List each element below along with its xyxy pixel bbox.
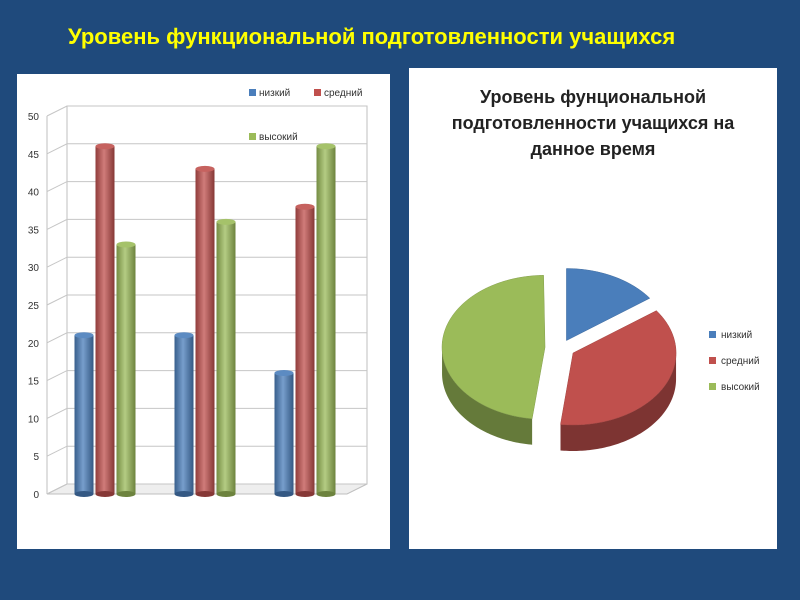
y-tick-label: 50 (28, 112, 40, 123)
bar (216, 218, 236, 497)
pie-chart: низкий средний высокий (441, 268, 760, 451)
legend-item-high: высокий (249, 132, 298, 143)
bar (74, 332, 94, 497)
legend-label: низкий (721, 330, 752, 341)
bar (116, 241, 136, 497)
y-tick-label: 20 (28, 339, 40, 350)
pie-chart-title: Уровень фунциональной подготовленности у… (451, 87, 735, 159)
y-gridline (46, 256, 367, 268)
y-tick-label: 15 (28, 377, 40, 388)
legend-item-mid: средний (314, 88, 362, 99)
bar (95, 143, 115, 497)
y-gridline (46, 143, 367, 155)
y-gridline (46, 407, 367, 419)
y-tick-label: 25 (28, 301, 40, 312)
y-tick-label: 30 (28, 263, 40, 274)
legend-swatch (709, 331, 716, 338)
y-gridline (46, 370, 367, 382)
legend-label: средний (324, 88, 362, 99)
y-gridline (46, 218, 367, 230)
pie-slice (560, 310, 677, 451)
legend-label: высокий (259, 132, 298, 143)
y-gridline (46, 181, 367, 193)
y-tick-label: 10 (28, 414, 40, 425)
y-gridline (46, 445, 367, 457)
pie-legend-item: высокий (709, 382, 760, 393)
y-gridline (46, 294, 367, 306)
y-gridline (46, 332, 367, 344)
pie-slice (566, 268, 651, 341)
pie-slice (441, 275, 546, 445)
pie-legend-item: средний (709, 356, 759, 367)
legend-swatch (314, 89, 321, 96)
bar (274, 370, 294, 497)
bar-chart-panel: 0 5 10 15 20 25 30 35 40 45 50 низкий средний высокий (17, 74, 390, 549)
bar (316, 143, 336, 497)
legend-swatch (249, 133, 256, 140)
legend-item-low: низкий (249, 88, 290, 99)
bar-chart: 0 5 10 15 20 25 30 35 40 45 50 низкий средний высокий (28, 88, 368, 501)
y-tick-label: 45 (28, 150, 40, 161)
pie-legend-item: низкий (709, 330, 752, 341)
y-tick-label: 0 (33, 490, 39, 501)
y-tick-label: 40 (28, 188, 40, 199)
y-gridline (46, 483, 367, 495)
slide-title: Уровень функциональной подготовленности … (68, 24, 676, 49)
legend-label: высокий (721, 382, 760, 393)
bar (295, 203, 315, 497)
legend-swatch (249, 89, 256, 96)
bar (174, 332, 194, 497)
legend-swatch (709, 357, 716, 364)
pie-chart-panel: Уровень фунциональной подготовленности у… (409, 68, 777, 549)
y-tick-label: 5 (33, 452, 39, 463)
y-tick-label: 35 (28, 225, 40, 236)
bar (195, 165, 215, 497)
legend-label: низкий (259, 88, 290, 99)
legend-swatch (709, 383, 716, 390)
legend-label: средний (721, 356, 759, 367)
y-gridline (46, 105, 367, 117)
